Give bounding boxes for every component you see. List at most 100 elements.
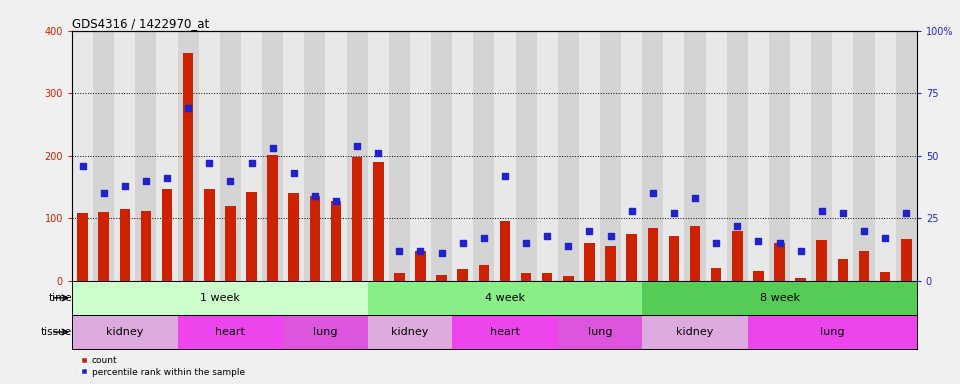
Bar: [72, 31, 93, 281]
Point: [730, 223, 745, 229]
Bar: [563, 276, 573, 281]
Bar: [816, 240, 827, 281]
Bar: [368, 281, 642, 315]
Bar: [558, 315, 642, 349]
Bar: [135, 31, 156, 281]
Bar: [452, 31, 473, 281]
Bar: [141, 211, 152, 281]
Bar: [642, 281, 917, 315]
Point: [392, 248, 407, 254]
Text: kidney: kidney: [107, 327, 143, 337]
Point: [624, 208, 639, 214]
Point: [497, 173, 513, 179]
Bar: [621, 31, 642, 281]
Bar: [161, 189, 173, 281]
Bar: [754, 271, 764, 281]
Bar: [99, 212, 109, 281]
Bar: [774, 243, 784, 281]
Point: [666, 210, 682, 216]
Bar: [436, 275, 446, 281]
Bar: [368, 31, 389, 281]
Text: lung: lung: [588, 327, 612, 337]
Bar: [368, 315, 452, 349]
Point: [877, 235, 893, 242]
Bar: [220, 31, 241, 281]
Point: [835, 210, 851, 216]
Bar: [330, 202, 342, 281]
Bar: [769, 31, 790, 281]
Point: [75, 163, 90, 169]
Bar: [663, 31, 684, 281]
Bar: [796, 278, 806, 281]
Bar: [711, 268, 722, 281]
Point: [244, 160, 259, 166]
Bar: [120, 209, 131, 281]
Bar: [309, 196, 321, 281]
Point: [476, 235, 492, 242]
Point: [708, 240, 724, 247]
Point: [518, 240, 534, 247]
Bar: [647, 228, 658, 281]
Text: heart: heart: [490, 327, 520, 337]
Text: kidney: kidney: [392, 327, 428, 337]
Bar: [689, 226, 700, 281]
Bar: [395, 273, 405, 281]
Bar: [182, 53, 193, 281]
Bar: [473, 31, 494, 281]
Point: [455, 240, 470, 247]
Text: heart: heart: [215, 327, 246, 337]
Point: [540, 233, 555, 239]
Bar: [93, 31, 114, 281]
Point: [751, 238, 766, 244]
Bar: [748, 31, 769, 281]
Legend: count, percentile rank within the sample: count, percentile rank within the sample: [77, 352, 249, 380]
Bar: [204, 189, 215, 281]
Bar: [732, 231, 743, 281]
Bar: [114, 31, 135, 281]
Point: [814, 208, 829, 214]
Text: time: time: [48, 293, 72, 303]
Text: lung: lung: [313, 327, 338, 337]
Bar: [410, 31, 431, 281]
Bar: [178, 315, 283, 349]
Bar: [558, 31, 579, 281]
Bar: [706, 31, 727, 281]
Text: GDS4316 / 1422970_at: GDS4316 / 1422970_at: [72, 17, 209, 30]
Bar: [452, 315, 558, 349]
Bar: [77, 213, 88, 281]
Bar: [727, 31, 748, 281]
Bar: [347, 31, 368, 281]
Bar: [669, 236, 680, 281]
Text: kidney: kidney: [677, 327, 713, 337]
Point: [265, 145, 280, 151]
Text: lung: lung: [820, 327, 845, 337]
Bar: [199, 31, 220, 281]
Bar: [431, 31, 452, 281]
Bar: [72, 281, 368, 315]
Point: [603, 233, 618, 239]
Point: [413, 248, 428, 254]
Bar: [72, 315, 178, 349]
Bar: [896, 31, 917, 281]
Point: [159, 175, 175, 181]
Bar: [156, 31, 178, 281]
Bar: [900, 239, 912, 281]
Bar: [288, 193, 300, 281]
Bar: [241, 31, 262, 281]
Bar: [853, 31, 875, 281]
Point: [202, 160, 217, 166]
Bar: [267, 154, 278, 281]
Point: [286, 170, 301, 176]
Bar: [875, 31, 896, 281]
Point: [328, 198, 344, 204]
Bar: [494, 31, 516, 281]
Text: 8 week: 8 week: [759, 293, 800, 303]
Bar: [858, 252, 870, 281]
Bar: [600, 31, 621, 281]
Point: [223, 178, 238, 184]
Bar: [499, 222, 511, 281]
Point: [307, 193, 323, 199]
Point: [645, 190, 660, 196]
Bar: [304, 31, 325, 281]
Bar: [811, 31, 832, 281]
